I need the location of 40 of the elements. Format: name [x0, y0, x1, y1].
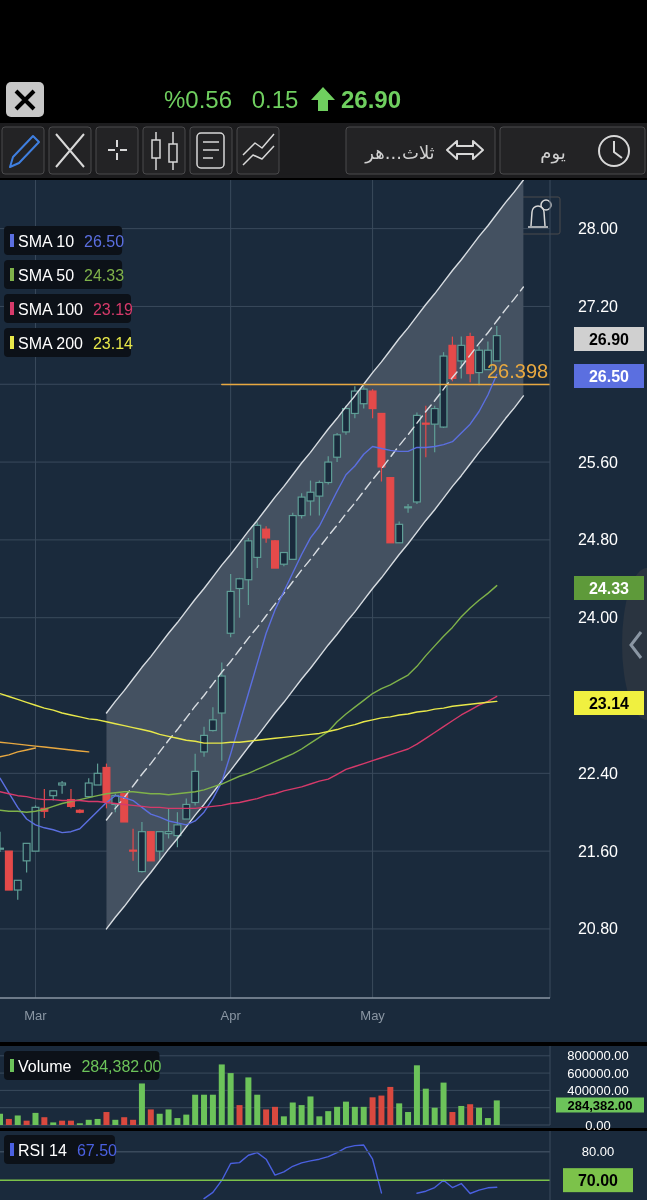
legend-label: RSI 14 [18, 1141, 68, 1159]
x-tick-label: Apr [220, 1007, 242, 1023]
text: ثلاث...هر [364, 141, 435, 164]
text: 26.90 [588, 330, 630, 348]
text: 23.14 [588, 694, 630, 712]
annotation: 284,382.00 [81, 1057, 162, 1075]
text: 24.33 [588, 579, 630, 597]
text: 284,382.00 [567, 1097, 633, 1113]
legend-label: SMA 200 [18, 334, 84, 352]
annotation: 23.19 [92, 300, 134, 318]
y-tick-label: 800000.00 [567, 1048, 629, 1064]
legend-label: SMA 100 [18, 300, 84, 318]
y-tick-label: 20.80 [577, 920, 619, 938]
annotation: 23.14 [92, 334, 134, 352]
text: 26.50 [588, 367, 630, 385]
text: 26.90 [341, 85, 402, 113]
legend-label: Volume [18, 1057, 72, 1075]
text: يوم [540, 141, 566, 164]
annotation: 24.33 [84, 266, 125, 284]
y-tick-label: 27.20 [577, 297, 619, 315]
x-tick-label: May [360, 1007, 386, 1023]
text: 0.15 [251, 85, 299, 113]
annotation: 26.398 [487, 360, 549, 382]
y-tick-label: 70.00 [577, 1171, 619, 1189]
y-tick-label: 22.40 [577, 764, 619, 782]
y-tick-label: 28.00 [577, 220, 619, 238]
y-tick-label: 0.00 [585, 1117, 611, 1133]
y-tick-label: 400000.00 [567, 1082, 629, 1098]
y-tick-label: 25.60 [577, 453, 619, 471]
annotation: 67.50 [76, 1141, 118, 1159]
y-tick-label: 24.00 [577, 609, 619, 627]
y-tick-label: 21.60 [577, 842, 619, 860]
x-tick-label: Mar [24, 1007, 48, 1023]
legend-label: SMA 10 [18, 232, 75, 250]
y-tick-label: 24.80 [577, 531, 619, 549]
y-tick-label: 80.00 [581, 1144, 615, 1160]
y-tick-label: 600000.00 [567, 1065, 629, 1081]
legend-label: SMA 50 [18, 266, 75, 284]
text: %0.56 [163, 85, 233, 113]
annotation: 26.50 [84, 232, 125, 250]
